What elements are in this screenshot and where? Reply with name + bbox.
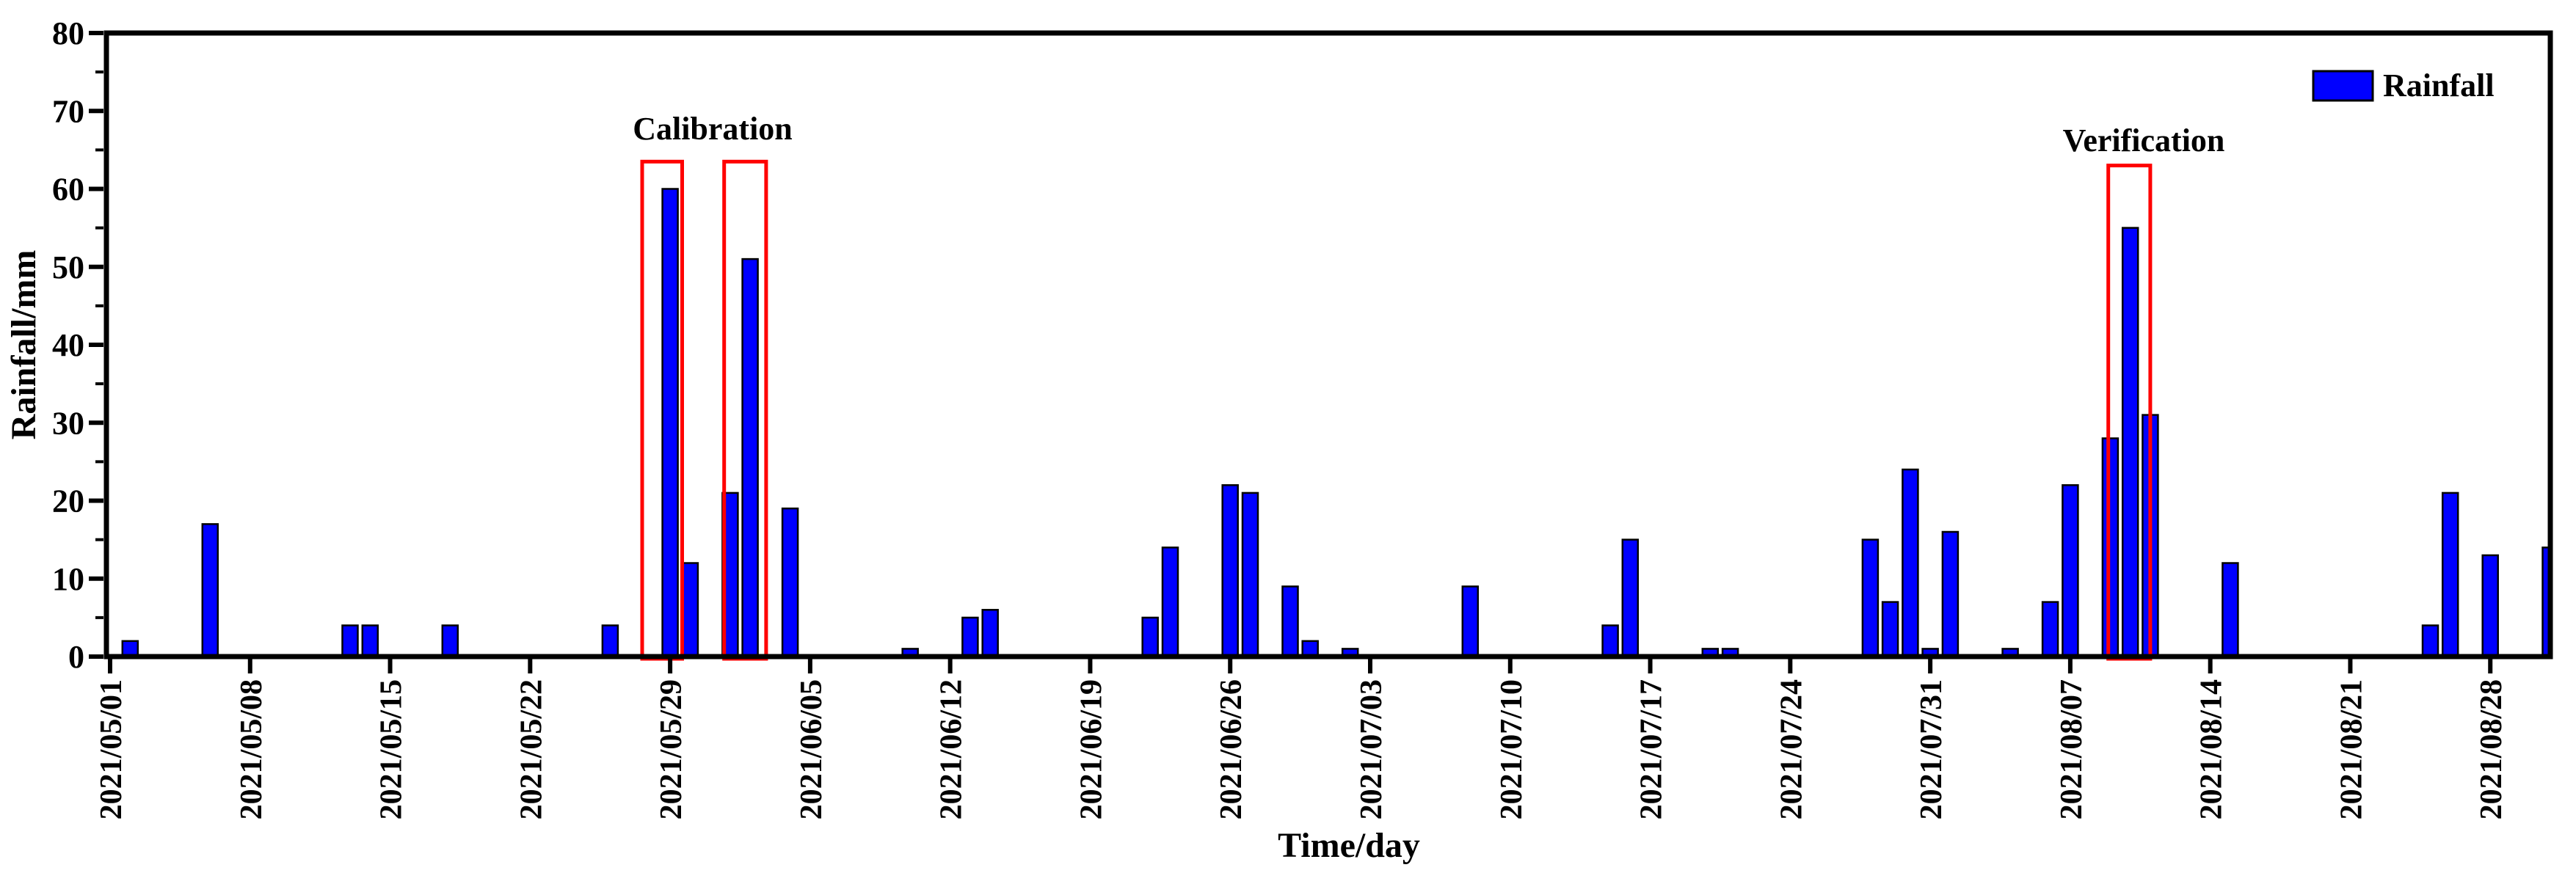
y-tick-label-60: 60 bbox=[52, 172, 84, 208]
bar-2021/08/25 bbox=[2421, 624, 2439, 659]
bar-2021/05/26 bbox=[601, 624, 619, 659]
y-tick-label-0: 0 bbox=[68, 639, 84, 675]
x-tick-label-2021/07/03: 2021/07/03 bbox=[1355, 679, 1389, 819]
bar-2021/08/15 bbox=[2222, 562, 2239, 659]
x-axis-label: Time/day bbox=[1278, 826, 1420, 865]
x-tick-label-2021/05/15: 2021/05/15 bbox=[375, 679, 409, 819]
annotation-calibration: Calibration bbox=[633, 111, 793, 147]
y-tick-label-10: 10 bbox=[52, 561, 84, 597]
bar-2021/05/06 bbox=[201, 523, 219, 659]
period-boxes-layer bbox=[640, 159, 2153, 661]
bar-2021/05/18 bbox=[441, 624, 459, 659]
x-tick-label-2021/08/21: 2021/08/21 bbox=[2335, 679, 2368, 819]
x-tick-label-2021/07/17: 2021/07/17 bbox=[1635, 679, 1669, 819]
annotation-verification: Verification bbox=[2063, 123, 2225, 158]
bar-2021/08/01 bbox=[1941, 530, 1960, 659]
y-axis-label: Rainfall/mm bbox=[4, 250, 43, 440]
bar-2021/08/31 bbox=[2542, 547, 2550, 659]
x-tick-label-2021/06/12: 2021/06/12 bbox=[935, 679, 969, 819]
plot-frame bbox=[103, 30, 2553, 660]
x-tick-label-2021/05/22: 2021/05/22 bbox=[514, 679, 548, 819]
x-tick-label-2021/07/31: 2021/07/31 bbox=[1915, 679, 1949, 819]
bar-2021/06/14 bbox=[981, 609, 999, 659]
x-tick-label-2021/08/07: 2021/08/07 bbox=[2055, 679, 2089, 819]
x-tick-label-2021/07/24: 2021/07/24 bbox=[1775, 679, 1808, 819]
bar-2021/08/26 bbox=[2441, 492, 2459, 659]
x-tick-label-2021/05/08: 2021/05/08 bbox=[235, 679, 269, 819]
legend: Rainfall bbox=[2312, 67, 2495, 103]
bar-2021/07/08 bbox=[1461, 585, 1480, 659]
legend-swatch bbox=[2312, 70, 2374, 102]
bar-2021/08/06 bbox=[2041, 601, 2059, 659]
bar-2021/05/30 bbox=[681, 562, 699, 659]
bar-2021/06/29 bbox=[1281, 585, 1299, 659]
x-tick-label-2021/05/29: 2021/05/29 bbox=[655, 679, 688, 819]
y-tick-label-70: 70 bbox=[52, 93, 84, 129]
x-tick-label-2021/05/01: 2021/05/01 bbox=[95, 679, 128, 819]
bar-2021/06/02 bbox=[741, 257, 759, 659]
bar-2021/05/14 bbox=[361, 624, 379, 659]
y-tick-label-80: 80 bbox=[52, 15, 84, 51]
bar-2021/06/13 bbox=[961, 616, 979, 659]
bar-2021/07/28 bbox=[1861, 538, 1880, 659]
bar-2021/07/16 bbox=[1621, 538, 1640, 659]
bar-2021/06/26 bbox=[1221, 484, 1239, 659]
x-tick-label-2021/08/28: 2021/08/28 bbox=[2475, 679, 2508, 819]
bar-2021/07/15 bbox=[1601, 624, 1619, 659]
x-tick-label-2021/06/05: 2021/06/05 bbox=[795, 679, 829, 819]
x-tick-label-2021/07/10: 2021/07/10 bbox=[1495, 679, 1529, 819]
bar-2021/07/30 bbox=[1902, 468, 1919, 659]
bar-2021/05/29 bbox=[661, 188, 679, 659]
bar-2021/06/04 bbox=[781, 507, 799, 659]
legend-label: Rainfall bbox=[2383, 67, 2495, 103]
bar-2021/08/09 bbox=[2101, 437, 2120, 659]
axes-ticks-layer: 0 10 20 30 40 50 60 70 80 2021/05/01 2021/05/08 202… bbox=[52, 15, 2508, 819]
bar-2021/05/13 bbox=[341, 624, 359, 659]
bar-2021/06/22 bbox=[1141, 616, 1159, 659]
bar-2021/08/28 bbox=[2481, 554, 2499, 659]
bar-2021/08/10 bbox=[2121, 227, 2139, 659]
bar-2021/07/29 bbox=[1881, 601, 1899, 659]
y-tick-label-30: 30 bbox=[52, 405, 84, 441]
y-tick-label-40: 40 bbox=[52, 327, 84, 363]
y-tick-label-20: 20 bbox=[52, 483, 84, 519]
x-tick-label-2021/08/14: 2021/08/14 bbox=[2195, 679, 2229, 819]
bar-2021/06/23 bbox=[1161, 547, 1179, 659]
x-tick-label-2021/06/19: 2021/06/19 bbox=[1074, 679, 1108, 819]
y-tick-label-50: 50 bbox=[52, 249, 84, 285]
bar-2021/08/07 bbox=[2062, 484, 2079, 659]
bar-2021/06/27 bbox=[1241, 492, 1259, 659]
x-tick-label-2021/06/26: 2021/06/26 bbox=[1215, 679, 1248, 819]
bars-layer bbox=[121, 188, 2550, 659]
